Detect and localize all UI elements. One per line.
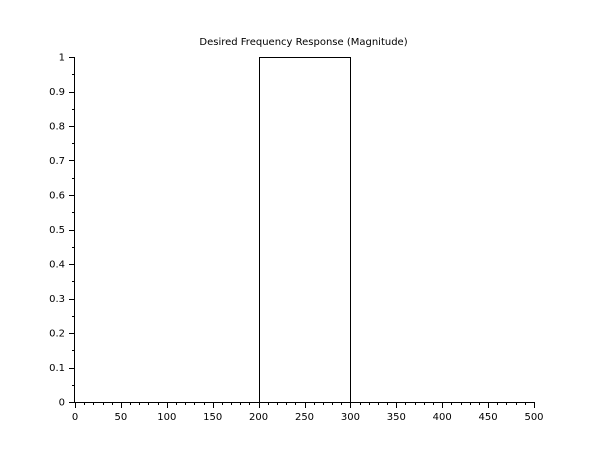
y-axis-ticks: 0 0.1 0.2 0.3 0.4 0.5 0.6 0.7 0.8 0.9 1 (49, 53, 75, 409)
y-tick-label: 0.1 (49, 363, 65, 374)
x-tick-label: 250 (295, 412, 314, 423)
x-tick-label: 50 (115, 412, 128, 423)
y-tick-label: 0.2 (49, 329, 65, 340)
series-line (75, 57, 535, 403)
x-axis-ticks: 0 50 100 150 200 250 300 350 400 450 500 (72, 402, 544, 423)
y-tick-label: 0.7 (49, 156, 65, 167)
x-tick-label: 450 (479, 412, 498, 423)
y-tick-label: 0.8 (49, 122, 65, 133)
y-tick-label: 0.3 (49, 294, 65, 305)
x-tick-label: 100 (157, 412, 176, 423)
y-tick-label: 0.5 (49, 225, 65, 236)
chart-title: Desired Frequency Response (Magnitude) (199, 37, 407, 48)
x-tick-label: 0 (72, 412, 78, 423)
y-tick-label: 0.6 (49, 191, 65, 202)
x-tick-label: 150 (203, 412, 222, 423)
x-tick-label: 350 (387, 412, 406, 423)
y-tick-label: 0.4 (49, 260, 65, 271)
x-tick-label: 200 (249, 412, 268, 423)
y-tick-label: 0 (59, 398, 65, 409)
x-tick-label: 300 (341, 412, 360, 423)
y-tick-label: 1 (59, 53, 65, 64)
x-tick-label: 500 (524, 412, 543, 423)
axes-layer (74, 57, 534, 403)
x-tick-label: 400 (433, 412, 452, 423)
y-tick-label: 0.9 (49, 87, 65, 98)
series-layer (75, 57, 535, 403)
